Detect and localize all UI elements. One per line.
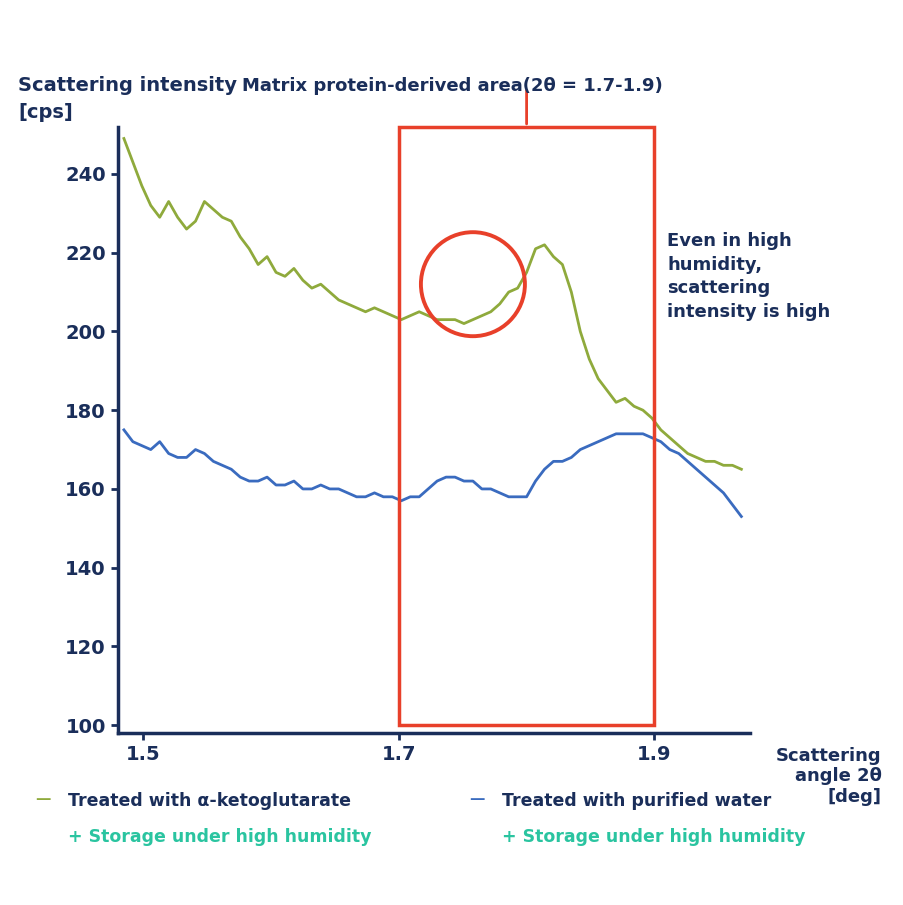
Text: [cps]: [cps] bbox=[18, 103, 73, 122]
Text: ─: ─ bbox=[470, 791, 483, 811]
Text: + Storage under high humidity: + Storage under high humidity bbox=[68, 828, 371, 846]
Text: + Storage under high humidity: + Storage under high humidity bbox=[501, 828, 805, 846]
Bar bbox=[398, 127, 654, 725]
Text: Matrix protein-derived area(2θ = 1.7-1.9): Matrix protein-derived area(2θ = 1.7-1.9… bbox=[241, 77, 662, 95]
Text: ─: ─ bbox=[36, 791, 50, 811]
Text: Even in high
humidity,
scattering
intensity is high: Even in high humidity, scattering intens… bbox=[666, 232, 830, 320]
Text: Scattering intensity: Scattering intensity bbox=[18, 76, 237, 95]
Text: Treated with α-ketoglutarate: Treated with α-ketoglutarate bbox=[68, 792, 350, 810]
Text: Scattering
angle 2θ
[deg]: Scattering angle 2θ [deg] bbox=[775, 747, 880, 806]
Text: Treated with purified water: Treated with purified water bbox=[501, 792, 770, 810]
